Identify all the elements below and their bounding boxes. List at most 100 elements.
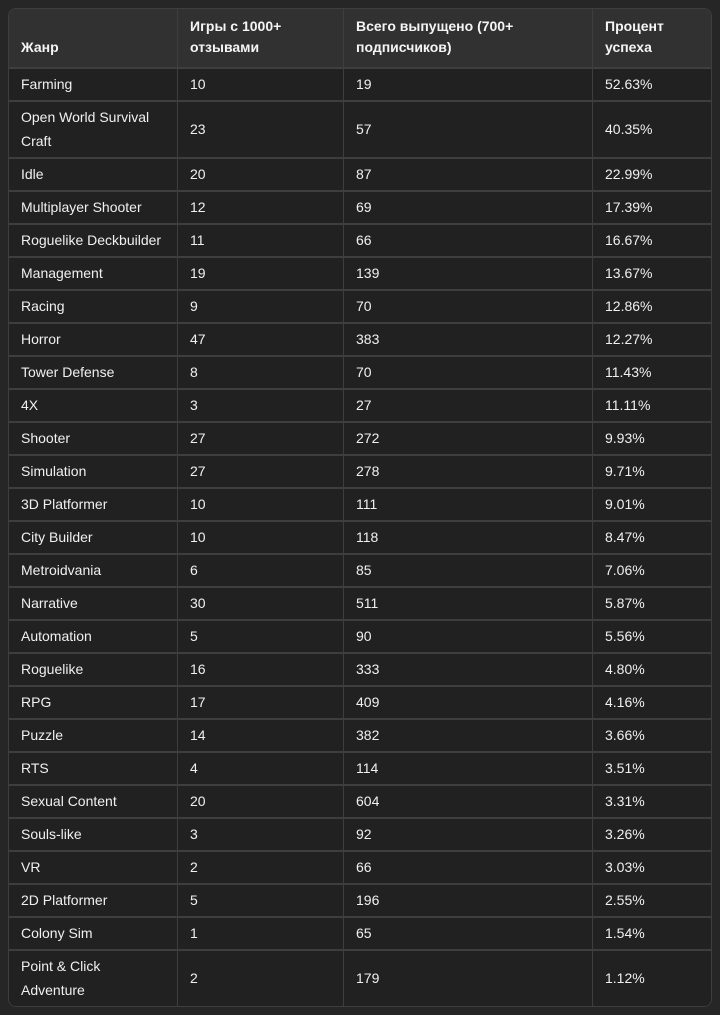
games-count-cell: 19 xyxy=(177,256,343,289)
genre-cell: Racing xyxy=(9,289,177,322)
games-count-cell: 27 xyxy=(177,421,343,454)
total-released-cell: 69 xyxy=(343,190,592,223)
genre-stats-table-container: Жанр Игры с 1000+ отзывами Всего выпущено … xyxy=(8,8,712,1007)
games-count-cell: 30 xyxy=(177,586,343,619)
total-released-cell: 90 xyxy=(343,619,592,652)
genre-cell: Simulation xyxy=(9,454,177,487)
table-row: Colony Sim 1 65 1.54% xyxy=(9,916,711,949)
table-row: Simulation 27 278 9.71% xyxy=(9,454,711,487)
success-rate-cell: 3.66% xyxy=(592,718,711,751)
genre-cell: VR xyxy=(9,850,177,883)
success-rate-cell: 12.86% xyxy=(592,289,711,322)
genre-cell: Narrative xyxy=(9,586,177,619)
total-released-cell: 272 xyxy=(343,421,592,454)
games-count-cell: 20 xyxy=(177,157,343,190)
games-count-cell: 8 xyxy=(177,355,343,388)
col-header-games-1000plus-reviews: Игры с 1000+ отзывами xyxy=(177,9,343,67)
table-row: RPG 17 409 4.16% xyxy=(9,685,711,718)
table-row: Tower Defense 8 70 11.43% xyxy=(9,355,711,388)
total-released-cell: 19 xyxy=(343,67,592,100)
table-row: 3D Platformer 10 111 9.01% xyxy=(9,487,711,520)
total-released-cell: 409 xyxy=(343,685,592,718)
success-rate-cell: 1.54% xyxy=(592,916,711,949)
total-released-cell: 66 xyxy=(343,223,592,256)
total-released-cell: 27 xyxy=(343,388,592,421)
table-row: Racing 9 70 12.86% xyxy=(9,289,711,322)
games-count-cell: 20 xyxy=(177,784,343,817)
genre-cell: Shooter xyxy=(9,421,177,454)
games-count-cell: 3 xyxy=(177,388,343,421)
total-released-cell: 179 xyxy=(343,949,592,1006)
games-count-cell: 47 xyxy=(177,322,343,355)
genre-cell: Automation xyxy=(9,619,177,652)
genre-cell: Open World Survival Craft xyxy=(9,100,177,157)
table-row: Multiplayer Shooter 12 69 17.39% xyxy=(9,190,711,223)
total-released-cell: 196 xyxy=(343,883,592,916)
table-row: 2D Platformer 5 196 2.55% xyxy=(9,883,711,916)
genre-cell: Roguelike Deckbuilder xyxy=(9,223,177,256)
table-row: Metroidvania 6 85 7.06% xyxy=(9,553,711,586)
success-rate-cell: 9.01% xyxy=(592,487,711,520)
games-count-cell: 23 xyxy=(177,100,343,157)
games-count-cell: 10 xyxy=(177,67,343,100)
table-row: Farming 10 19 52.63% xyxy=(9,67,711,100)
table-row: Roguelike Deckbuilder 11 66 16.67% xyxy=(9,223,711,256)
total-released-cell: 57 xyxy=(343,100,592,157)
header-row: Жанр Игры с 1000+ отзывами Всего выпущено … xyxy=(9,9,711,67)
total-released-cell: 65 xyxy=(343,916,592,949)
games-count-cell: 16 xyxy=(177,652,343,685)
table-row: Open World Survival Craft 23 57 40.35% xyxy=(9,100,711,157)
table-row: 4X 3 27 11.11% xyxy=(9,388,711,421)
table-row: Automation 5 90 5.56% xyxy=(9,619,711,652)
genre-cell: RPG xyxy=(9,685,177,718)
games-count-cell: 9 xyxy=(177,289,343,322)
genre-cell: Puzzle xyxy=(9,718,177,751)
total-released-cell: 511 xyxy=(343,586,592,619)
total-released-cell: 92 xyxy=(343,817,592,850)
success-rate-cell: 52.63% xyxy=(592,67,711,100)
success-rate-cell: 12.27% xyxy=(592,322,711,355)
games-count-cell: 2 xyxy=(177,850,343,883)
success-rate-cell: 22.99% xyxy=(592,157,711,190)
success-rate-cell: 3.51% xyxy=(592,751,711,784)
success-rate-cell: 5.87% xyxy=(592,586,711,619)
success-rate-cell: 4.16% xyxy=(592,685,711,718)
total-released-cell: 118 xyxy=(343,520,592,553)
success-rate-cell: 2.55% xyxy=(592,883,711,916)
table-body: Farming 10 19 52.63% Open World Survival Cra… xyxy=(9,67,711,1006)
genre-cell: Farming xyxy=(9,67,177,100)
table-row: City Builder 10 118 8.47% xyxy=(9,520,711,553)
col-header-total-released-700plus: Всего выпущено (700+ подписчиков) xyxy=(343,9,592,67)
success-rate-cell: 3.03% xyxy=(592,850,711,883)
genre-cell: City Builder xyxy=(9,520,177,553)
games-count-cell: 17 xyxy=(177,685,343,718)
success-rate-cell: 4.80% xyxy=(592,652,711,685)
genre-cell: RTS xyxy=(9,751,177,784)
games-count-cell: 14 xyxy=(177,718,343,751)
genre-cell: Idle xyxy=(9,157,177,190)
table-row: Roguelike 16 333 4.80% xyxy=(9,652,711,685)
genre-cell: Roguelike xyxy=(9,652,177,685)
games-count-cell: 12 xyxy=(177,190,343,223)
col-header-genre: Жанр xyxy=(9,9,177,67)
total-released-cell: 111 xyxy=(343,487,592,520)
table-row: Puzzle 14 382 3.66% xyxy=(9,718,711,751)
total-released-cell: 87 xyxy=(343,157,592,190)
table-row: Souls-like 3 92 3.26% xyxy=(9,817,711,850)
success-rate-cell: 5.56% xyxy=(592,619,711,652)
success-rate-cell: 9.93% xyxy=(592,421,711,454)
total-released-cell: 382 xyxy=(343,718,592,751)
success-rate-cell: 7.06% xyxy=(592,553,711,586)
games-count-cell: 27 xyxy=(177,454,343,487)
games-count-cell: 2 xyxy=(177,949,343,1006)
success-rate-cell: 3.26% xyxy=(592,817,711,850)
success-rate-cell: 11.43% xyxy=(592,355,711,388)
table-row: Sexual Content 20 604 3.31% xyxy=(9,784,711,817)
success-rate-cell: 8.47% xyxy=(592,520,711,553)
table-row: RTS 4 114 3.51% xyxy=(9,751,711,784)
total-released-cell: 139 xyxy=(343,256,592,289)
success-rate-cell: 1.12% xyxy=(592,949,711,1006)
col-header-success-rate: Процент успеха xyxy=(592,9,711,67)
table-row: Horror 47 383 12.27% xyxy=(9,322,711,355)
table-row: Narrative 30 511 5.87% xyxy=(9,586,711,619)
